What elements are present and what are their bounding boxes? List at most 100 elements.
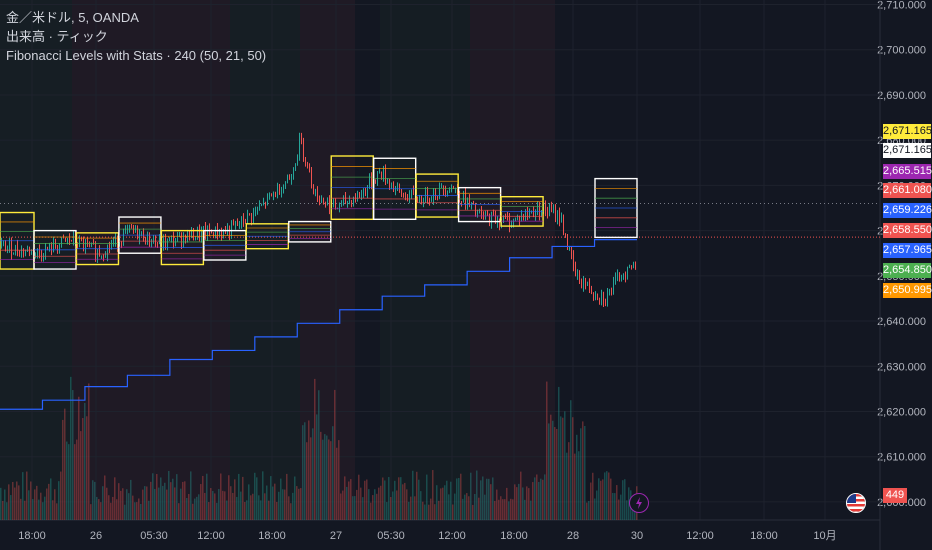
volume-bar bbox=[46, 488, 48, 520]
x-tick-label: 30 bbox=[631, 530, 643, 542]
volume-bar bbox=[154, 488, 156, 520]
price-tag: 2,659.226 bbox=[883, 203, 932, 218]
volume-bar bbox=[40, 492, 42, 520]
volume-bar bbox=[192, 503, 194, 520]
volume-bar bbox=[196, 496, 198, 520]
volume-bar bbox=[336, 447, 338, 520]
x-tick-label: 12:00 bbox=[197, 530, 225, 542]
volume-bar bbox=[294, 476, 296, 520]
volume-bar bbox=[590, 482, 592, 520]
volume-bar bbox=[162, 485, 164, 520]
volume-bar bbox=[348, 481, 350, 520]
volume-bar bbox=[358, 474, 360, 520]
volume-bar bbox=[450, 481, 452, 520]
volume-bar bbox=[368, 489, 370, 520]
volume-bar bbox=[176, 474, 178, 520]
volume-bar bbox=[144, 486, 146, 520]
volume-bar bbox=[10, 495, 12, 520]
volume-bar bbox=[498, 499, 500, 520]
volume-bar bbox=[136, 502, 138, 520]
volume-bar bbox=[116, 499, 118, 520]
volume-bar bbox=[468, 496, 470, 520]
volume-bar bbox=[516, 487, 518, 520]
volume-bar bbox=[54, 489, 56, 520]
volume-bar bbox=[618, 499, 620, 520]
volume-bar bbox=[456, 478, 458, 520]
volume-bar bbox=[550, 414, 552, 520]
volume-bar bbox=[14, 487, 16, 520]
volume-bar bbox=[210, 488, 212, 520]
volume-bar bbox=[372, 495, 374, 520]
volume-bar bbox=[366, 479, 368, 520]
volume-bar bbox=[134, 502, 136, 520]
volume-bar bbox=[384, 480, 386, 520]
volume-bar bbox=[350, 479, 352, 520]
volume-bar bbox=[276, 501, 278, 520]
volume-bar bbox=[436, 485, 438, 520]
x-tick-label: 26 bbox=[90, 530, 102, 542]
volume-bar bbox=[512, 499, 514, 520]
volume-bar bbox=[292, 492, 294, 520]
volume-bar bbox=[30, 481, 32, 520]
volume-bar bbox=[448, 494, 450, 520]
volume-bar bbox=[464, 494, 466, 520]
volume-bar bbox=[596, 490, 598, 520]
volume-bar bbox=[202, 475, 204, 520]
volume-bar bbox=[616, 485, 618, 520]
volume-bar bbox=[316, 414, 318, 520]
volume-bar bbox=[92, 480, 94, 520]
volume-bar bbox=[466, 493, 468, 520]
volume-indicator-title[interactable]: 出来高 · ティック bbox=[6, 29, 108, 44]
volume-bar bbox=[406, 489, 408, 520]
price-tag: 2,671.165 bbox=[883, 124, 932, 139]
volume-bar bbox=[440, 488, 442, 520]
volume-bar bbox=[416, 471, 418, 520]
volume-bar bbox=[212, 490, 214, 520]
volume-bar bbox=[62, 419, 64, 520]
fib-indicator-title[interactable]: Fibonacci Levels with Stats · 240 (50, 2… bbox=[6, 48, 267, 63]
volume-bar bbox=[388, 477, 390, 520]
volume-bar bbox=[548, 423, 550, 520]
y-tick-label: 2,610.000 bbox=[877, 452, 926, 464]
volume-bar bbox=[404, 482, 406, 520]
volume-bar bbox=[514, 484, 516, 520]
volume-bar bbox=[604, 472, 606, 520]
volume-bar bbox=[52, 500, 54, 520]
volume-bar bbox=[110, 502, 112, 520]
bolt-icon[interactable] bbox=[629, 493, 649, 513]
volume-bar bbox=[546, 381, 548, 520]
volume-bar bbox=[198, 494, 200, 520]
volume-bar bbox=[312, 428, 314, 520]
volume-bar bbox=[400, 477, 402, 520]
volume-bar bbox=[106, 487, 108, 520]
volume-bar bbox=[444, 485, 446, 520]
volume-bar bbox=[208, 502, 210, 520]
volume-bar bbox=[500, 496, 502, 520]
volume-bar bbox=[370, 502, 372, 520]
volume-bar bbox=[188, 493, 190, 520]
volume-bar bbox=[152, 473, 154, 520]
volume-bar bbox=[206, 473, 208, 520]
volume-bar bbox=[374, 489, 376, 520]
volume-bar bbox=[620, 494, 622, 520]
volume-bar bbox=[362, 497, 364, 520]
volume-bar bbox=[20, 498, 22, 520]
volume-bar bbox=[614, 493, 616, 520]
volume-bar bbox=[16, 481, 18, 520]
volume-bar bbox=[264, 493, 266, 520]
volume-bar bbox=[622, 480, 624, 520]
volume-bar bbox=[228, 475, 230, 520]
y-tick-label: 2,690.000 bbox=[877, 90, 926, 102]
symbol-title[interactable]: 金／米ドル, 5, OANDA bbox=[6, 10, 139, 25]
volume-bar bbox=[452, 504, 454, 520]
volume-bar bbox=[308, 420, 310, 520]
volume-bar bbox=[260, 500, 262, 520]
x-tick-label: 10月 bbox=[813, 530, 836, 542]
us-flag-icon[interactable] bbox=[846, 493, 866, 513]
volume-bar bbox=[268, 500, 270, 520]
volume-bar bbox=[296, 486, 298, 520]
volume-bar bbox=[574, 453, 576, 520]
volume-bar bbox=[24, 500, 26, 520]
